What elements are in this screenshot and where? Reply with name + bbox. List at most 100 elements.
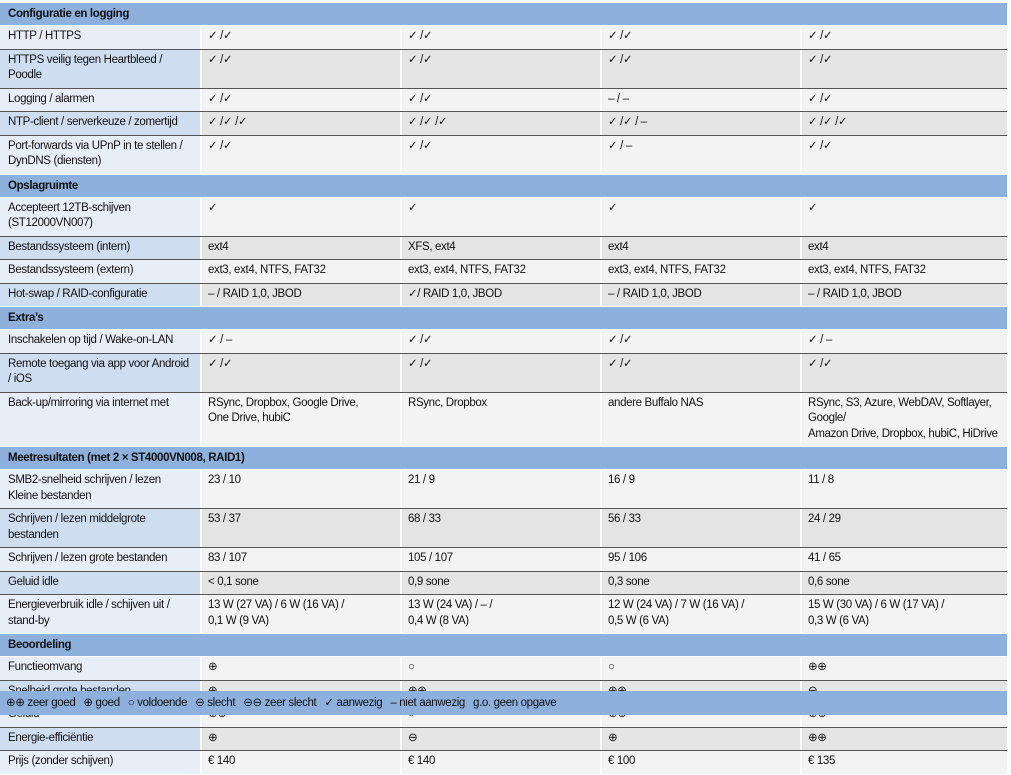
table-row: Bestandssysteem (extern) ext3, ext4, NTFS… xyxy=(0,260,1007,284)
table-cell: 53 / 37 xyxy=(202,509,402,547)
table-cell: ✓ /✓ xyxy=(802,88,1007,111)
table-cell: ✓/ RAID 1,0, JBOD xyxy=(402,283,602,306)
table-cell: ⊕ xyxy=(202,657,402,680)
row-label: HTTP / HTTPS xyxy=(0,26,202,49)
table-cell: ⊕ xyxy=(202,727,402,750)
table-row: Prijs (zonder schijven) € 140 € 140 € 100 € … xyxy=(0,751,1007,775)
table-cell: 68 / 33 xyxy=(402,509,602,547)
table-row: Schrijven / lezen middelgrote bestanden 5… xyxy=(0,509,1007,548)
row-label: Inschakelen op tijd / Wake-on-LAN xyxy=(0,330,202,353)
table-cell: andere Buffalo NAS xyxy=(602,392,802,446)
table-row: Remote toegang via app voor Android / iO… xyxy=(0,353,1007,393)
legend-item: ⊕ goed xyxy=(83,697,120,709)
table-cell: ✓ /✓ xyxy=(202,88,402,111)
table-cell: 15 W (30 VA) / 6 W (17 VA) / 0,3 W (6 VA… xyxy=(802,595,1007,633)
table-row: Bestandssysteem (intern) ext4 XFS, ext4 ext… xyxy=(0,236,1007,260)
table-cell: ○ xyxy=(402,657,602,680)
table-cell: ext3, ext4, NTFS, FAT32 xyxy=(402,260,602,283)
row-label: Bestandssysteem (intern) xyxy=(0,236,202,259)
row-label: Energie-efficiëntie xyxy=(0,727,202,750)
legend-item: – niet aanwezig xyxy=(390,697,465,709)
table-cell: 13 W (24 VA) / – / 0,4 W (8 VA) xyxy=(402,595,602,633)
table-cell: ✓ /✓ xyxy=(802,49,1007,88)
row-label: Hot-swap / RAID-configuratie xyxy=(0,283,202,306)
table-row: Functieomvang ⊕ ○ ○ ⊕⊕ xyxy=(0,657,1007,681)
section-header: Meetresultaten (met 2 × ST4000VN008, RAI… xyxy=(0,447,1007,470)
table-cell: ext4 xyxy=(602,236,802,259)
table-cell: 11 / 8 xyxy=(802,470,1007,508)
row-label: Schrijven / lezen grote bestanden xyxy=(0,548,202,571)
table-cell: RSync, Dropbox xyxy=(402,392,602,446)
table-cell: XFS, ext4 xyxy=(402,236,602,259)
table-cell: € 100 xyxy=(602,751,802,774)
table-row: Port-forwards via UPnP in te stellen / D… xyxy=(0,135,1007,175)
table-cell: – / RAID 1,0, JBOD xyxy=(602,283,802,306)
table-row: SMB2-snelheid schrijven / lezen Kleine b… xyxy=(0,470,1007,509)
table-cell: ✓ xyxy=(202,197,402,236)
table-cell: ✓ /✓ xyxy=(802,353,1007,392)
legend-item: ⊖⊖ zeer slecht xyxy=(243,697,317,709)
table-cell: RSync, Dropbox, Google Drive, One Drive,… xyxy=(202,392,402,446)
table-cell: ✓ /✓ xyxy=(402,49,602,88)
row-label: Accepteert 12TB-schijven (ST12000VN007) xyxy=(0,197,202,236)
table-cell: ext3, ext4, NTFS, FAT32 xyxy=(202,260,402,283)
table-cell: RSync, S3, Azure, WebDAV, Softlayer, Goo… xyxy=(802,392,1007,446)
table-cell: 24 / 29 xyxy=(802,509,1007,547)
table-cell: ✓ /✓ xyxy=(402,353,602,392)
table-cell: – / – xyxy=(602,88,802,111)
table-cell: ✓ /✓ xyxy=(202,135,402,174)
table-cell: ✓ xyxy=(402,197,602,236)
table-row: Accepteert 12TB-schijven (ST12000VN007) ✓… xyxy=(0,197,1007,237)
table-cell: < 0,1 sone xyxy=(202,571,402,594)
row-label: Logging / alarmen xyxy=(0,88,202,111)
row-label: Port-forwards via UPnP in te stellen / D… xyxy=(0,135,202,174)
table-cell: ✓ /✓ /✓ xyxy=(202,112,402,135)
legend: ⊕⊕ zeer goed ⊕ goed ○ voldoende ⊖ slecht ⊖⊖ … xyxy=(0,691,1007,715)
table-cell: 0,6 sone xyxy=(802,571,1007,594)
table-cell: ✓ xyxy=(602,197,802,236)
table-row: Schrijven / lezen grote bestanden 83 / 10… xyxy=(0,548,1007,572)
table-row: Inschakelen op tijd / Wake-on-LAN ✓ / – ✓ … xyxy=(0,330,1007,354)
table-cell: 105 / 107 xyxy=(402,548,602,571)
table-cell: 83 / 107 xyxy=(202,548,402,571)
row-label: Energieverbruik idle / schijven uit / st… xyxy=(0,595,202,633)
table-cell: 56 / 33 xyxy=(602,509,802,547)
row-label: Geluid idle xyxy=(0,571,202,594)
table-cell: ✓ /✓ xyxy=(202,353,402,392)
table-cell: ✓ / – xyxy=(802,330,1007,353)
table-cell: ✓ / – xyxy=(202,330,402,353)
table-cell: ✓ /✓ xyxy=(802,135,1007,174)
table-cell: ext3, ext4, NTFS, FAT32 xyxy=(602,260,802,283)
table-row: Energieverbruik idle / schijven uit / st… xyxy=(0,595,1007,634)
table-cell: 12 W (24 VA) / 7 W (16 VA) / 0,5 W (6 VA… xyxy=(602,595,802,633)
legend-item: ⊕⊕ zeer goed xyxy=(6,697,76,709)
table-cell: 13 W (27 VA) / 6 W (16 VA) / 0,1 W (9 VA… xyxy=(202,595,402,633)
table-cell: ✓ /✓ / – xyxy=(602,112,802,135)
table-cell: ✓ /✓ /✓ xyxy=(802,112,1007,135)
section-header: Opslagruimte xyxy=(0,174,1007,198)
table-cell: 16 / 9 xyxy=(602,470,802,508)
table-cell: ⊕ xyxy=(602,727,802,750)
row-label: Back-up/mirroring via internet met xyxy=(0,392,202,446)
table-row: Hot-swap / RAID-configuratie – / RAID 1,0… xyxy=(0,283,1007,307)
table-cell: 21 / 9 xyxy=(402,470,602,508)
section-header: Configuratie en logging xyxy=(0,3,1007,26)
section-header: Extra’s xyxy=(0,307,1007,330)
table-row: Back-up/mirroring via internet met RSync,… xyxy=(0,392,1007,447)
table-cell: ext3, ext4, NTFS, FAT32 xyxy=(802,260,1007,283)
table-cell: 95 / 106 xyxy=(602,548,802,571)
table-cell: 23 / 10 xyxy=(202,470,402,508)
legend-item: ✓ aanwezig xyxy=(324,697,383,709)
table-cell: ✓ /✓ xyxy=(602,26,802,49)
table-cell: ✓ /✓ xyxy=(402,135,602,174)
row-label: Remote toegang via app voor Android / iO… xyxy=(0,353,202,392)
row-label: Bestandssysteem (extern) xyxy=(0,260,202,283)
table-cell: ✓ /✓ xyxy=(602,353,802,392)
table-cell: ⊕⊕ xyxy=(802,727,1007,750)
table-cell: – / RAID 1,0, JBOD xyxy=(202,283,402,306)
table-cell: ✓ xyxy=(802,197,1007,236)
table-row: HTTPS veilig tegen Heartbleed / Poodle ✓ … xyxy=(0,49,1007,89)
table-cell: 0,3 sone xyxy=(602,571,802,594)
row-label: Functieomvang xyxy=(0,657,202,680)
legend-item: ○ voldoende xyxy=(127,697,188,709)
